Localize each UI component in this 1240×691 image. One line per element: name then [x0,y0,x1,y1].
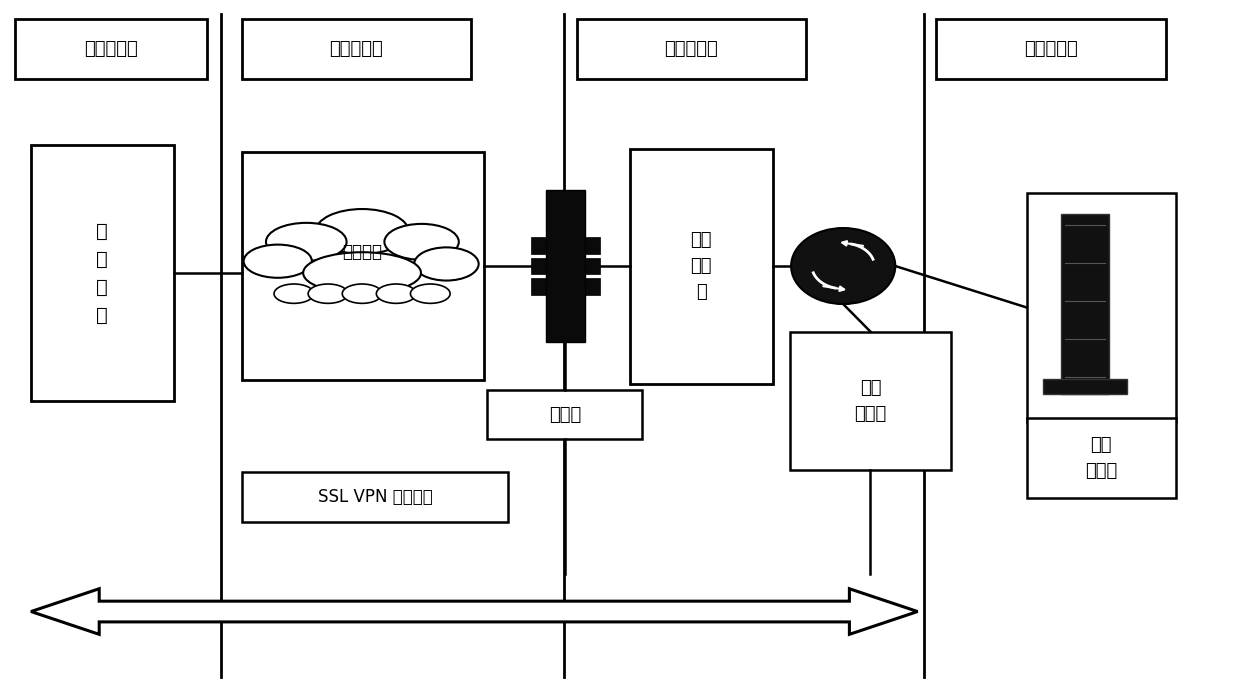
Bar [585,278,600,295]
Bar [790,332,951,470]
Text: 移动终端层: 移动终端层 [84,40,138,58]
Bar [531,258,546,274]
Bar [15,19,207,79]
Bar [1061,214,1109,394]
Bar [577,19,806,79]
Text: 公共网络: 公共网络 [342,243,382,261]
Bar [630,149,773,384]
Text: SSL VPN 安全隧道: SSL VPN 安全隧道 [317,488,433,506]
Ellipse shape [308,284,347,303]
Ellipse shape [414,247,479,281]
Bar [31,145,174,401]
Bar [1027,193,1176,422]
Bar [585,237,600,254]
Text: 移动接入层: 移动接入层 [665,40,718,58]
Bar [531,237,546,254]
Text: 防火墙: 防火墙 [548,406,582,424]
Ellipse shape [377,284,415,303]
Bar [242,472,508,522]
Text: 内网应用层: 内网应用层 [1024,40,1078,58]
Ellipse shape [791,228,895,304]
Text: 加密通道: 加密通道 [451,602,497,621]
Text: 移动网络层: 移动网络层 [330,40,383,58]
Ellipse shape [274,284,314,303]
Bar [936,19,1166,79]
Ellipse shape [342,284,382,303]
Ellipse shape [265,223,346,261]
Ellipse shape [384,224,459,260]
Bar [546,190,585,342]
Bar [487,390,642,439]
Text: 内网
路由器: 内网 路由器 [854,379,887,423]
Ellipse shape [243,245,312,278]
Bar [242,19,471,79]
Text: 内网
服务器: 内网 服务器 [1085,435,1117,480]
Ellipse shape [303,252,420,294]
Bar [531,278,546,295]
Ellipse shape [315,209,408,254]
Ellipse shape [410,284,450,303]
Bar [585,258,600,274]
Text: 移
动
终
端: 移 动 终 端 [97,221,108,325]
Bar [1043,379,1127,394]
Bar [1027,418,1176,498]
Bar [242,152,484,380]
Polygon shape [31,589,918,634]
Text: 安全
接入
点: 安全 接入 点 [691,231,712,301]
